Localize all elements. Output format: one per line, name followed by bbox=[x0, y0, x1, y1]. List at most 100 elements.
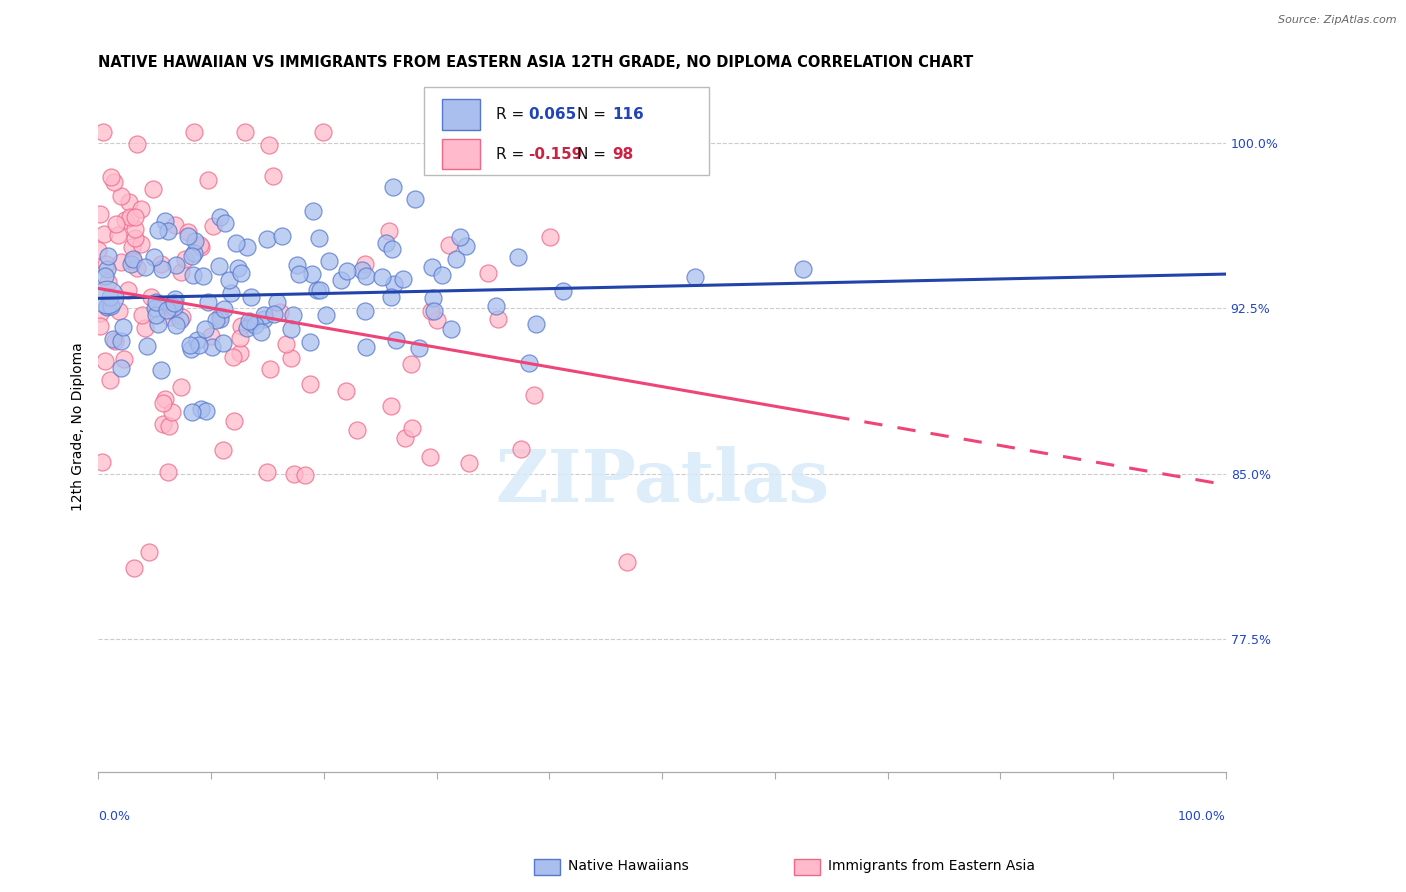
Point bbox=[142, 182, 165, 196]
Point bbox=[384, 277, 406, 291]
Point bbox=[477, 266, 499, 280]
Point bbox=[236, 321, 259, 335]
Point bbox=[190, 402, 212, 417]
Point bbox=[239, 290, 262, 304]
Point bbox=[371, 270, 394, 285]
Point bbox=[229, 266, 252, 280]
Point bbox=[195, 403, 218, 417]
Point bbox=[205, 313, 228, 327]
Text: Immigrants from Eastern Asia: Immigrants from Eastern Asia bbox=[828, 859, 1035, 873]
Point bbox=[98, 373, 121, 387]
Text: ZIPatlas: ZIPatlas bbox=[495, 446, 830, 517]
Point bbox=[169, 313, 191, 327]
Point bbox=[329, 273, 352, 287]
Point bbox=[163, 296, 186, 310]
Point bbox=[422, 291, 444, 305]
Point bbox=[131, 309, 153, 323]
Point bbox=[233, 125, 256, 139]
Point bbox=[112, 320, 135, 334]
Point bbox=[173, 252, 195, 266]
Point bbox=[136, 339, 159, 353]
Point bbox=[392, 272, 415, 286]
Point bbox=[229, 346, 252, 360]
Point bbox=[122, 561, 145, 575]
Point bbox=[354, 340, 377, 354]
Point bbox=[235, 240, 257, 254]
Point bbox=[117, 284, 139, 298]
Point bbox=[197, 294, 219, 309]
Point bbox=[157, 224, 180, 238]
Point bbox=[122, 252, 145, 267]
Point bbox=[183, 246, 205, 260]
Point bbox=[188, 237, 211, 252]
Point bbox=[181, 268, 204, 282]
Point bbox=[214, 216, 236, 230]
Point bbox=[222, 414, 245, 428]
Point bbox=[114, 212, 136, 227]
Point bbox=[426, 312, 449, 326]
Point bbox=[100, 299, 122, 313]
Point bbox=[299, 377, 322, 392]
Point bbox=[510, 442, 533, 457]
Point bbox=[253, 311, 276, 326]
Point bbox=[96, 261, 118, 276]
Point bbox=[354, 268, 377, 283]
Point bbox=[153, 214, 176, 228]
Point bbox=[96, 249, 118, 263]
Point bbox=[380, 290, 402, 304]
Point bbox=[211, 335, 233, 350]
Point bbox=[238, 314, 260, 328]
Point bbox=[222, 350, 245, 364]
Point bbox=[253, 308, 276, 322]
Point bbox=[129, 202, 152, 216]
Point bbox=[212, 301, 235, 316]
Point bbox=[107, 304, 129, 318]
Point bbox=[121, 239, 143, 253]
Point bbox=[381, 242, 404, 256]
Point bbox=[378, 224, 401, 238]
Point bbox=[145, 295, 167, 310]
Point bbox=[259, 361, 281, 376]
Point bbox=[457, 456, 479, 470]
Point bbox=[110, 189, 132, 203]
Point bbox=[139, 290, 162, 304]
Point bbox=[201, 340, 224, 354]
Point bbox=[315, 308, 337, 322]
Text: R =: R = bbox=[496, 146, 529, 161]
Point bbox=[301, 267, 323, 281]
Point bbox=[172, 310, 194, 324]
Point bbox=[450, 230, 472, 244]
Text: NATIVE HAWAIIAN VS IMMIGRANTS FROM EASTERN ASIA 12TH GRADE, NO DIPLOMA CORRELATI: NATIVE HAWAIIAN VS IMMIGRANTS FROM EASTE… bbox=[98, 55, 974, 70]
Point bbox=[107, 227, 129, 242]
Point bbox=[194, 322, 217, 336]
Point bbox=[517, 356, 540, 370]
Point bbox=[179, 337, 201, 351]
Point bbox=[354, 257, 377, 271]
Point bbox=[152, 417, 174, 431]
Point bbox=[229, 331, 252, 345]
Point bbox=[96, 300, 118, 314]
Point bbox=[285, 258, 308, 272]
Point bbox=[146, 317, 169, 331]
Text: 0.0%: 0.0% bbox=[98, 811, 131, 823]
Text: 98: 98 bbox=[612, 146, 634, 161]
Point bbox=[225, 236, 247, 251]
Point bbox=[250, 326, 273, 340]
Point bbox=[404, 192, 426, 206]
Point bbox=[446, 252, 468, 266]
Point bbox=[353, 304, 375, 318]
Point bbox=[120, 257, 142, 271]
Point bbox=[288, 268, 311, 282]
Y-axis label: 12th Grade, No Diploma: 12th Grade, No Diploma bbox=[72, 342, 86, 511]
Point bbox=[523, 388, 546, 402]
Point bbox=[454, 239, 477, 253]
Point bbox=[792, 262, 814, 277]
Point bbox=[219, 286, 242, 301]
Point bbox=[89, 306, 111, 320]
Point bbox=[110, 334, 132, 349]
Point bbox=[134, 260, 156, 274]
Point bbox=[335, 384, 357, 398]
Point bbox=[212, 443, 235, 458]
Point bbox=[375, 236, 398, 251]
Point bbox=[103, 334, 125, 348]
